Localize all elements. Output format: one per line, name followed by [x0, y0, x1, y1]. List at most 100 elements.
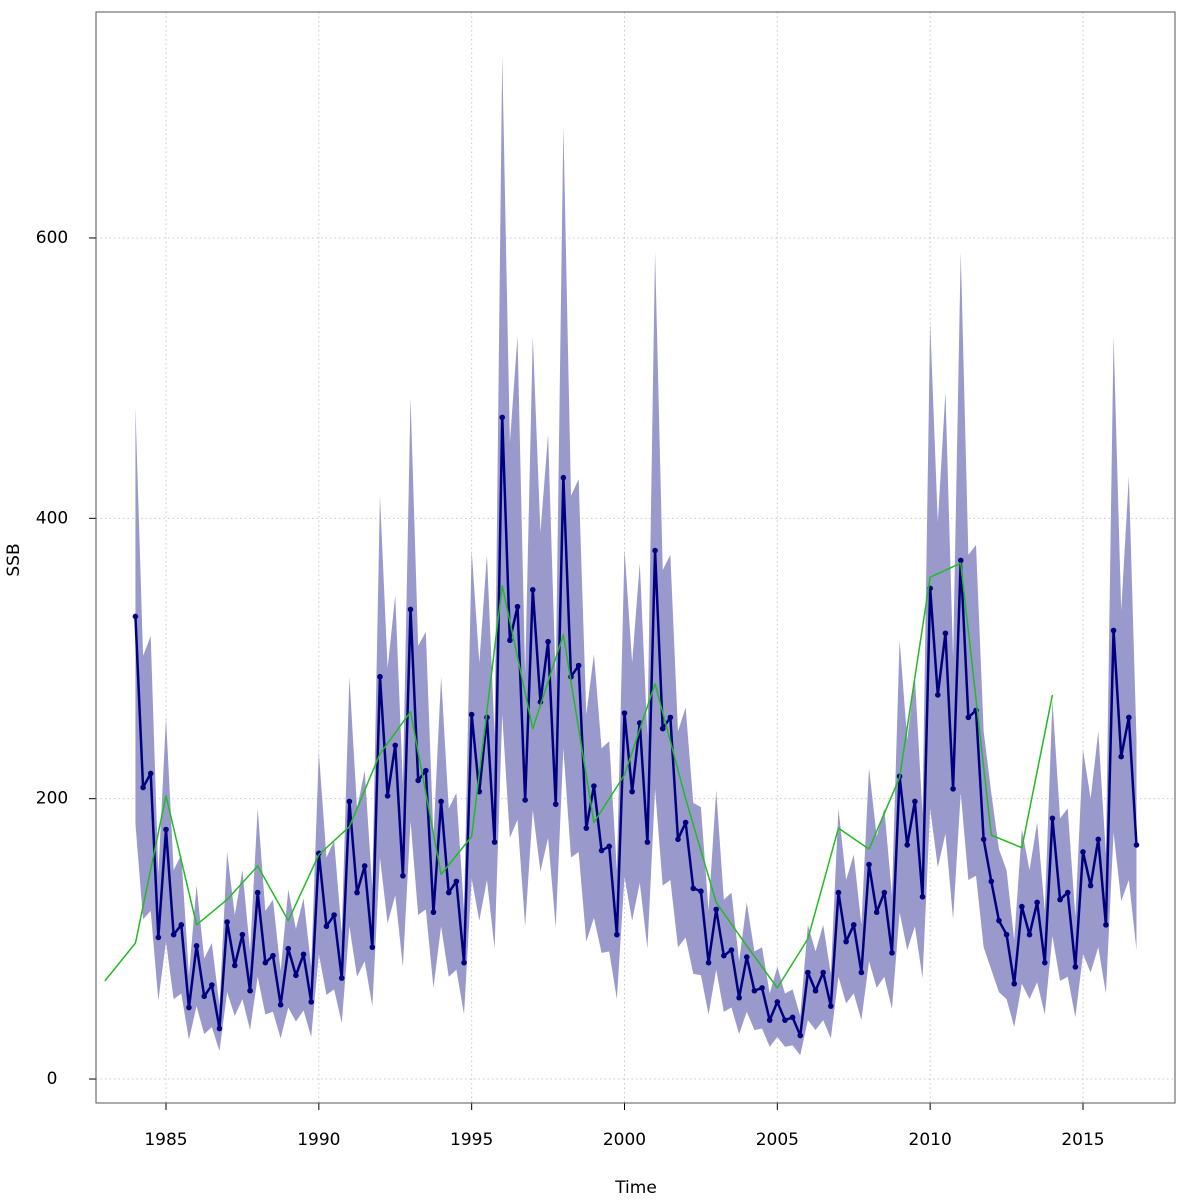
- point: [621, 710, 628, 716]
- point: [820, 969, 826, 976]
- point: [338, 975, 345, 981]
- point: [1049, 815, 1056, 822]
- point: [270, 952, 276, 959]
- point: [277, 1001, 284, 1008]
- point: [759, 985, 765, 991]
- point: [996, 917, 1002, 924]
- point: [491, 839, 498, 845]
- point: [1041, 959, 1048, 966]
- point: [1080, 849, 1086, 855]
- point: [675, 836, 681, 843]
- point: [254, 889, 261, 896]
- point: [591, 783, 597, 789]
- point: [942, 630, 949, 637]
- point: [499, 414, 506, 421]
- point: [904, 842, 911, 848]
- point: [828, 1003, 834, 1009]
- point: [988, 878, 995, 885]
- point: [1011, 980, 1018, 987]
- x-tick-label: 2000: [603, 1130, 646, 1150]
- x-tick-label: 2015: [1061, 1130, 1104, 1150]
- point: [957, 557, 964, 564]
- point: [728, 947, 735, 953]
- point: [316, 850, 322, 857]
- series-line: [104, 562, 1054, 989]
- point: [644, 839, 651, 845]
- y-tick-label: 400: [36, 508, 68, 528]
- point: [1019, 903, 1025, 910]
- point: [193, 943, 200, 949]
- point: [522, 797, 528, 803]
- point: [178, 922, 185, 928]
- point: [300, 951, 307, 958]
- point: [1072, 964, 1079, 970]
- point: [430, 909, 437, 916]
- point: [293, 972, 299, 979]
- point: [965, 714, 972, 721]
- point: [935, 692, 941, 698]
- point: [705, 959, 712, 966]
- point: [346, 798, 353, 805]
- point: [598, 847, 605, 854]
- point: [583, 825, 590, 831]
- point: [423, 767, 429, 774]
- point: [1133, 842, 1140, 848]
- point: [308, 999, 314, 1005]
- point: [919, 893, 926, 900]
- point: [873, 909, 880, 916]
- point: [392, 742, 399, 749]
- point: [690, 885, 697, 892]
- point: [889, 950, 895, 956]
- point: [789, 1014, 796, 1021]
- point: [231, 962, 238, 969]
- confidence-band: [135, 55, 1137, 1056]
- point: [1095, 836, 1102, 843]
- point: [797, 1032, 804, 1039]
- point: [805, 969, 811, 976]
- point: [652, 547, 658, 554]
- point: [835, 889, 842, 896]
- point: [140, 784, 146, 791]
- point: [774, 999, 781, 1005]
- point: [529, 587, 536, 593]
- point: [377, 673, 383, 680]
- point: [445, 889, 452, 896]
- point: [468, 711, 475, 718]
- point: [881, 889, 888, 896]
- point: [545, 638, 551, 645]
- point: [163, 826, 169, 833]
- x-tick-label: 1990: [297, 1130, 340, 1150]
- point: [843, 938, 849, 945]
- point: [850, 922, 857, 928]
- point: [866, 861, 872, 868]
- point: [1110, 627, 1117, 634]
- point: [201, 993, 208, 1000]
- point: [247, 987, 253, 994]
- point: [1103, 922, 1109, 928]
- point: [980, 836, 987, 843]
- point: [216, 1025, 223, 1032]
- point: [224, 919, 230, 925]
- point: [1026, 931, 1033, 938]
- point: [782, 1017, 788, 1023]
- point: [453, 878, 460, 885]
- point: [1087, 882, 1094, 889]
- point: [1126, 714, 1132, 721]
- point: [354, 889, 360, 896]
- point: [461, 959, 467, 966]
- point: [438, 798, 444, 805]
- point: [858, 969, 865, 976]
- x-tick-label: 1995: [450, 1130, 493, 1150]
- point: [415, 777, 421, 784]
- point: [323, 923, 330, 930]
- point: [766, 1017, 773, 1023]
- y-axis-label: SSB: [4, 543, 24, 576]
- point: [514, 603, 521, 610]
- point: [1057, 896, 1063, 903]
- point: [606, 843, 613, 850]
- point: [614, 931, 620, 938]
- point: [721, 952, 727, 959]
- point: [285, 945, 292, 952]
- point: [239, 931, 246, 938]
